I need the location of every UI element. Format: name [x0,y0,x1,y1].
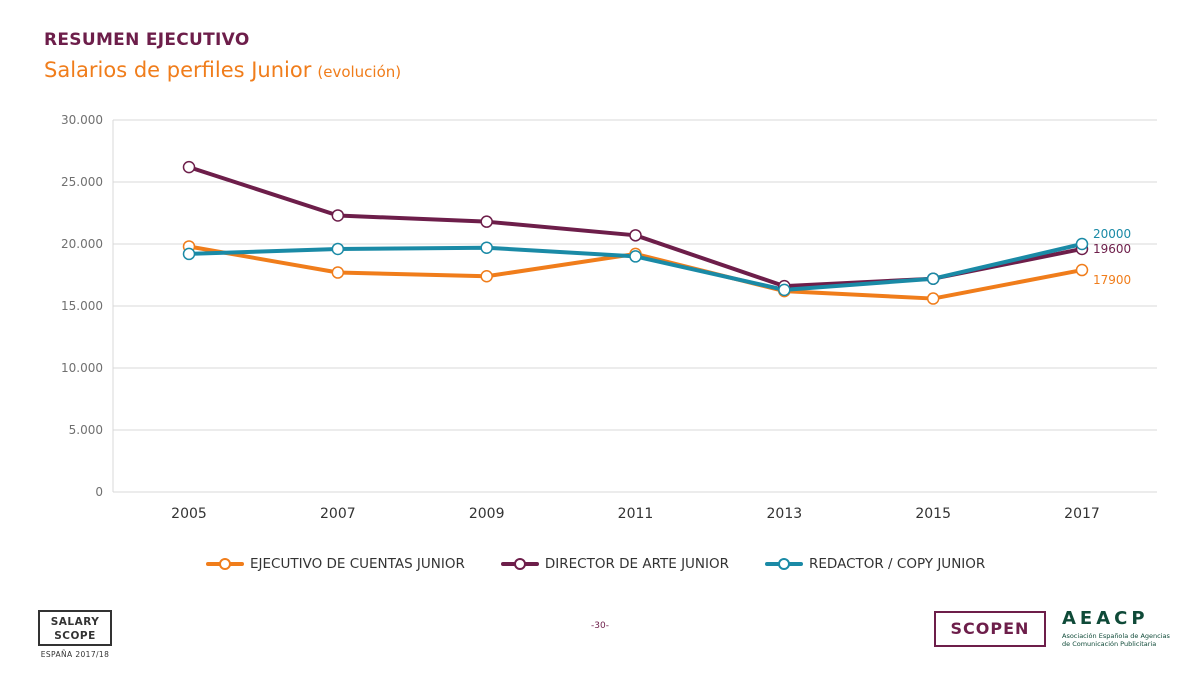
subtitle-paren: (evolución) [317,63,402,81]
legend-item-3: REDACTOR / COPY JUNIOR [765,556,985,572]
legend-label: DIRECTOR DE ARTE JUNIOR [544,556,730,572]
legend-label: REDACTOR / COPY JUNIOR [809,556,986,572]
x-tick-label: 2007 [320,506,356,522]
end-label-series-3: 20000 [1093,227,1131,241]
data-point-series-3 [182,247,196,261]
salary-logo-subtitle: ESPAÑA 2017/18 [40,650,110,659]
y-tick-label: 30.000 [61,113,103,127]
subtitle-main: Salarios de perfiles Junior [44,58,312,82]
legend-item-1: EJECUTIVO DE CUENTAS JUNIOR [206,556,465,572]
end-label-series-2: 19600 [1093,242,1131,256]
x-tick-label: 2015 [915,506,951,522]
data-point-series-1 [926,292,940,305]
data-point-series-1 [1075,263,1089,277]
x-tick-label: 2011 [618,506,654,522]
y-tick-label: 15.000 [61,299,103,313]
legend-swatch-icon [500,556,539,572]
section-title: RESUMEN EJECUTIVO [44,30,250,50]
y-tick-label: 25.000 [61,175,103,189]
data-point-series-3 [480,241,493,254]
aeacp-logo: AEACP [1062,608,1149,629]
salary-logo-line1: SALARY [50,616,100,628]
chart-legend: EJECUTIVO DE CUENTAS JUNIOR DIRECTOR DE A… [206,556,985,572]
y-tick-label: 20.000 [61,237,103,251]
legend-swatch-icon [206,556,244,572]
chart-subtitle: Salarios de perfiles Junior (evolución) [44,58,401,82]
data-point-series-2 [331,209,345,222]
salary-logo-line2: SCOPE [54,630,96,642]
aeacp-sub-line2: de Comunicación Publicitaria [1062,640,1157,648]
data-point-series-2 [629,229,642,242]
line-chart: 0 5.000 10.000 15.000 20.000 25.000 30.000 2005… [61,113,1157,522]
x-tick-label: 2005 [171,506,207,522]
x-tick-label: 2009 [469,506,505,522]
end-label-series-1: 17900 [1093,273,1131,287]
y-tick-label: 0 [95,485,103,499]
data-point-series-3 [926,272,940,285]
data-point-series-1 [331,266,345,279]
y-tick-label: 5.000 [69,423,103,437]
data-point-series-2 [182,160,196,174]
legend-label: EJECUTIVO DE CUENTAS JUNIOR [250,556,465,572]
data-point-series-2 [480,215,493,228]
y-tick-label: 10.000 [61,361,103,375]
legend-item-2: DIRECTOR DE ARTE JUNIOR [500,556,730,572]
aeacp-logo-subtitle: Asociación Española de Agencias de Comun… [1062,632,1192,648]
page-number: -30- [591,621,609,631]
aeacp-sub-line1: Asociación Española de Agencias [1062,632,1170,640]
data-point-series-1 [480,269,493,283]
x-tick-label: 2013 [767,506,803,522]
data-point-series-3 [629,250,642,263]
salary-scope-logo: SALARY SCOPE [38,610,112,646]
scopen-logo: SCOPEN [934,611,1046,647]
data-point-series-3 [1075,237,1089,251]
x-tick-label: 2017 [1064,506,1100,522]
legend-swatch-icon [765,556,804,572]
data-point-series-3 [778,283,791,297]
data-point-series-3 [331,242,345,256]
